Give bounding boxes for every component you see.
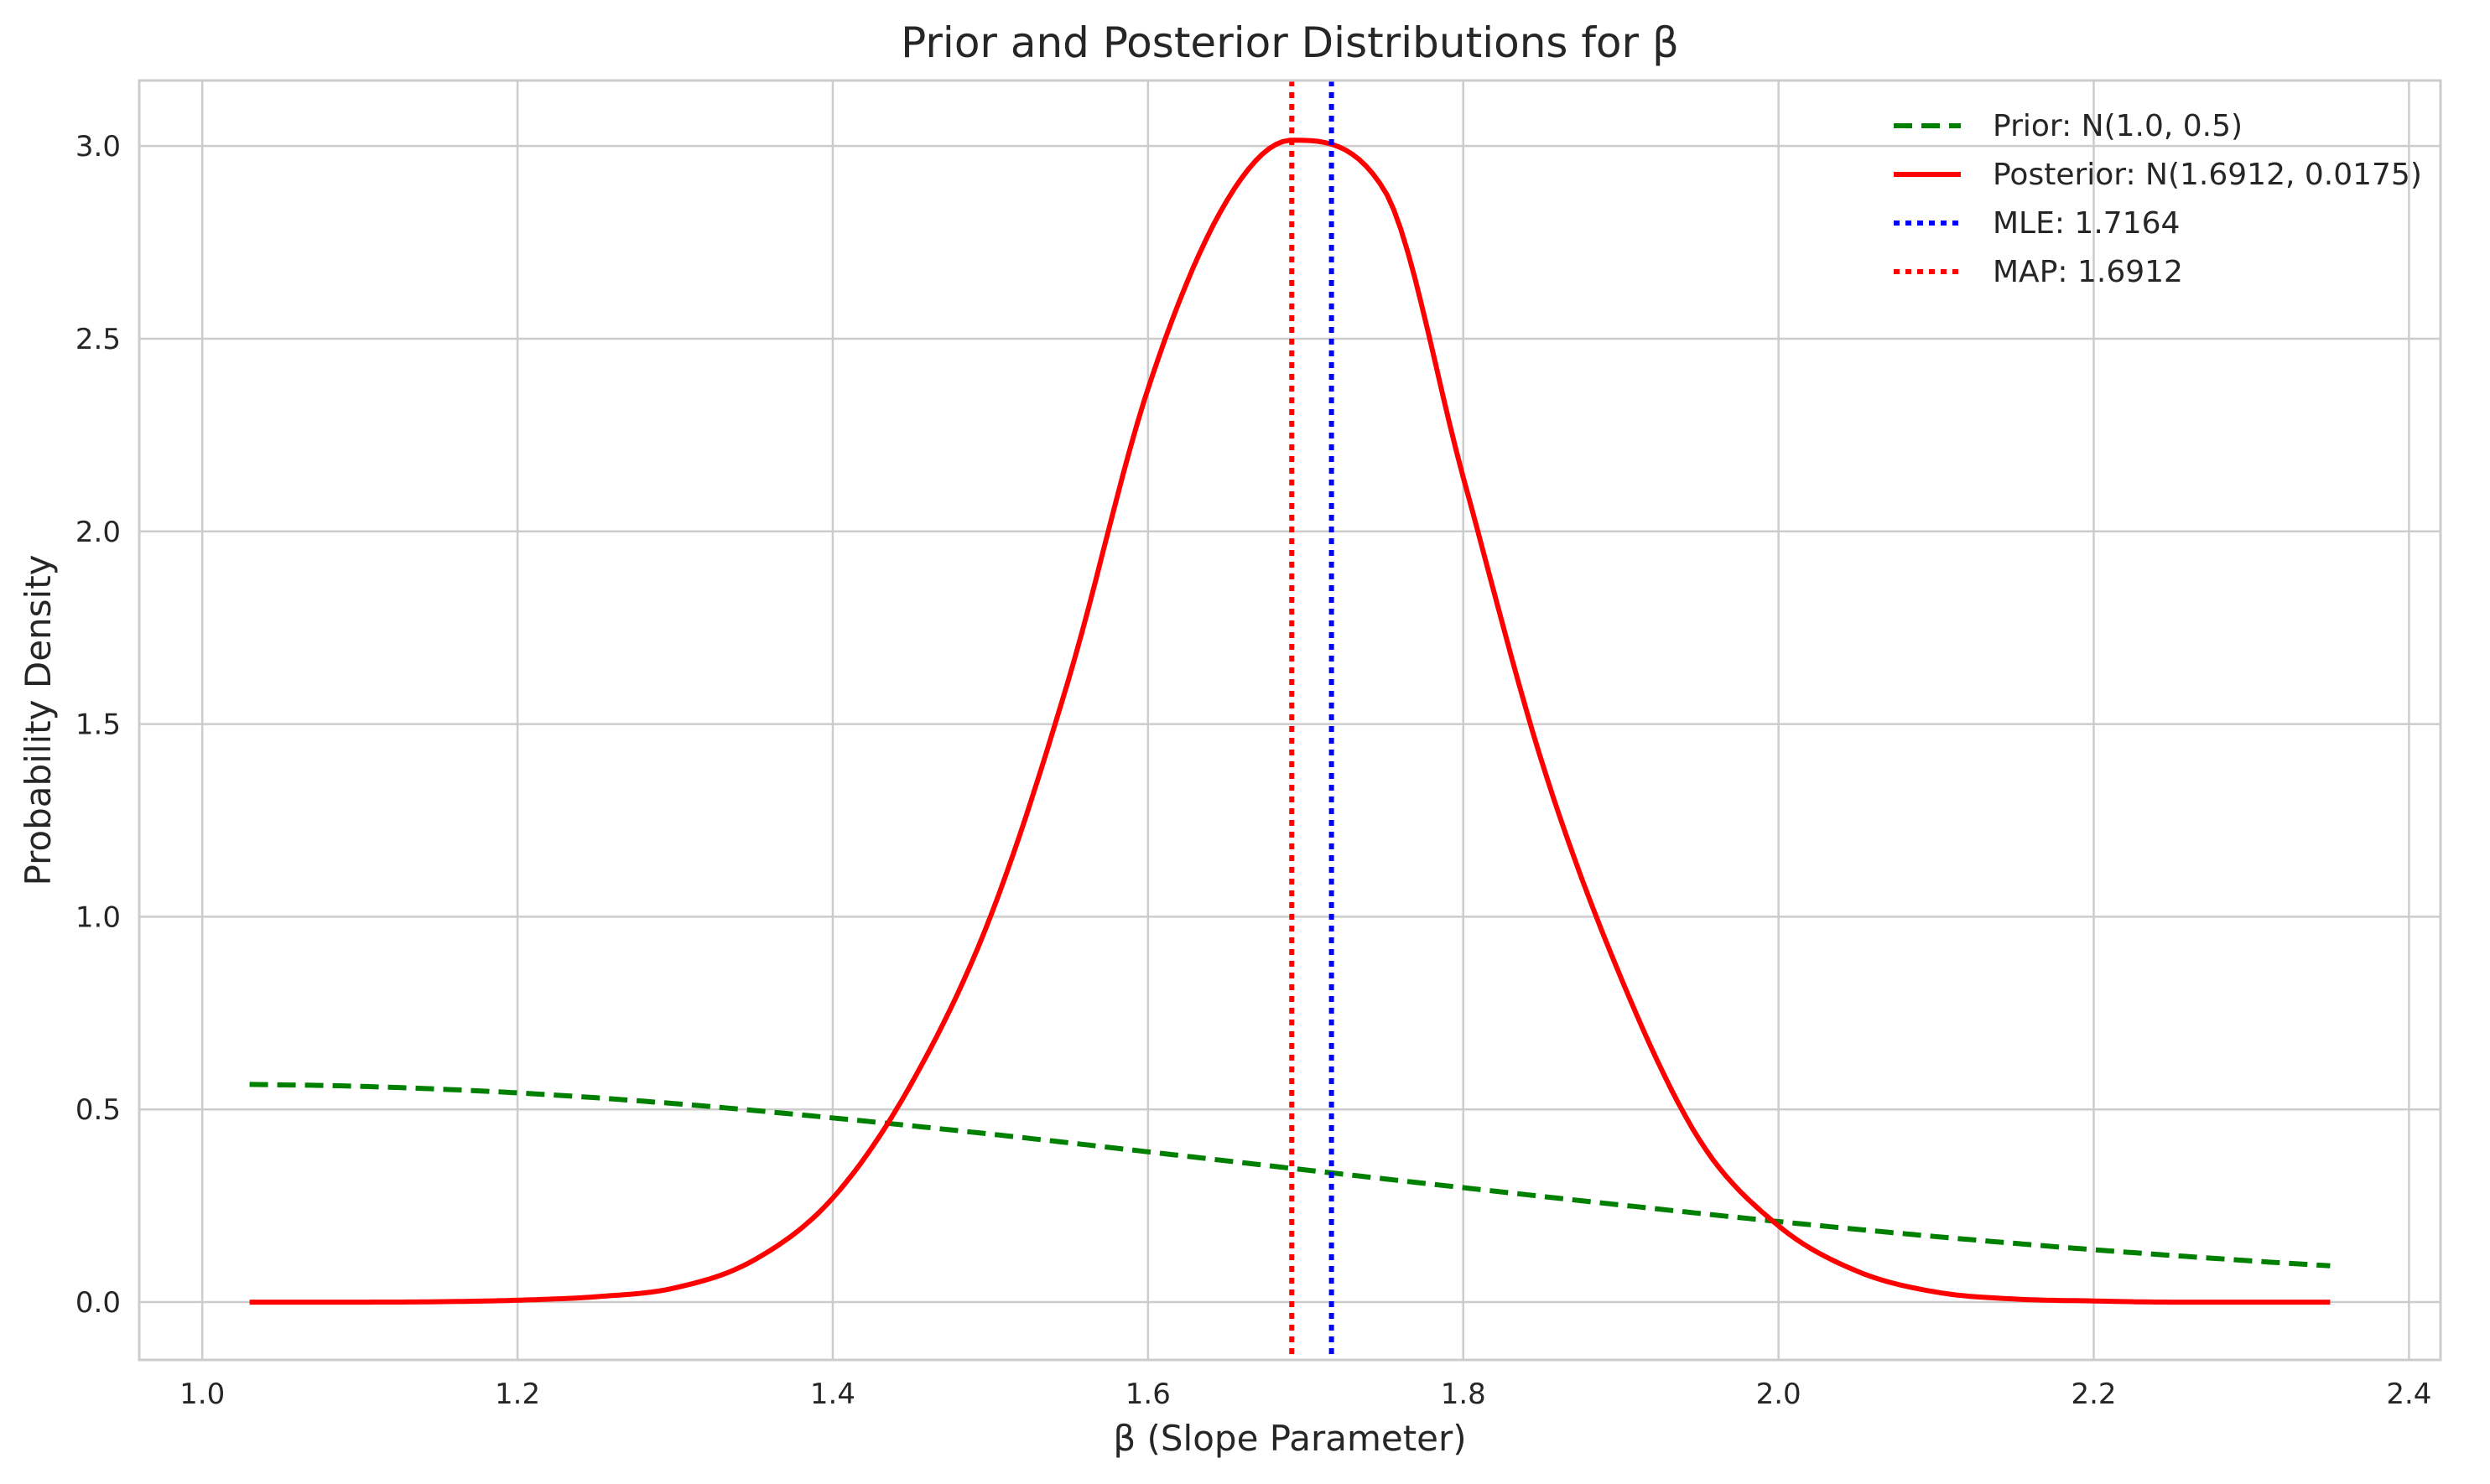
x-tick-label: 1.6 <box>1125 1378 1171 1411</box>
legend-label-map: MAP: 1.6912 <box>1993 255 2183 289</box>
x-tick-label: 2.0 <box>1756 1378 1801 1411</box>
legend-label-posterior: Posterior: N(1.6912, 0.0175) <box>1993 158 2422 192</box>
x-tick-label: 2.4 <box>2386 1378 2431 1411</box>
y-tick-label: 1.5 <box>75 708 121 742</box>
legend: Prior: N(1.0, 0.5) Posterior: N(1.6912, 0… <box>1894 109 2422 289</box>
y-tick-label: 0.5 <box>75 1093 121 1127</box>
x-tick-label: 1.2 <box>495 1378 540 1411</box>
y-tick-label: 3.0 <box>75 130 121 163</box>
y-tick-label: 1.0 <box>75 900 121 934</box>
x-tick-label: 2.2 <box>2071 1378 2116 1411</box>
x-tick-label: 1.0 <box>179 1378 225 1411</box>
y-tick-label: 2.0 <box>75 516 121 549</box>
y-axis-label: Probability Density <box>18 554 59 885</box>
y-tick-label: 2.5 <box>75 323 121 356</box>
chart-title: Prior and Posterior Distributions for β <box>901 18 1679 67</box>
x-axis-label: β (Slope Parameter) <box>1113 1418 1466 1459</box>
legend-label-mle: MLE: 1.7164 <box>1993 206 2180 241</box>
x-tick-label: 1.4 <box>810 1378 855 1411</box>
plot-frame <box>138 79 2442 1362</box>
x-tick-label: 1.8 <box>1441 1378 1486 1411</box>
plot-lines <box>249 80 2331 1360</box>
y-tick-label: 0.0 <box>75 1286 121 1320</box>
legend-label-prior: Prior: N(1.0, 0.5) <box>1993 109 2243 143</box>
prior-curve <box>249 1082 2331 1269</box>
ticks: 1.0 1.2 1.4 1.6 1.8 2.0 2.2 2.4 0.0 0.5 1.0 1.5 2.0 2… <box>75 130 2432 1411</box>
